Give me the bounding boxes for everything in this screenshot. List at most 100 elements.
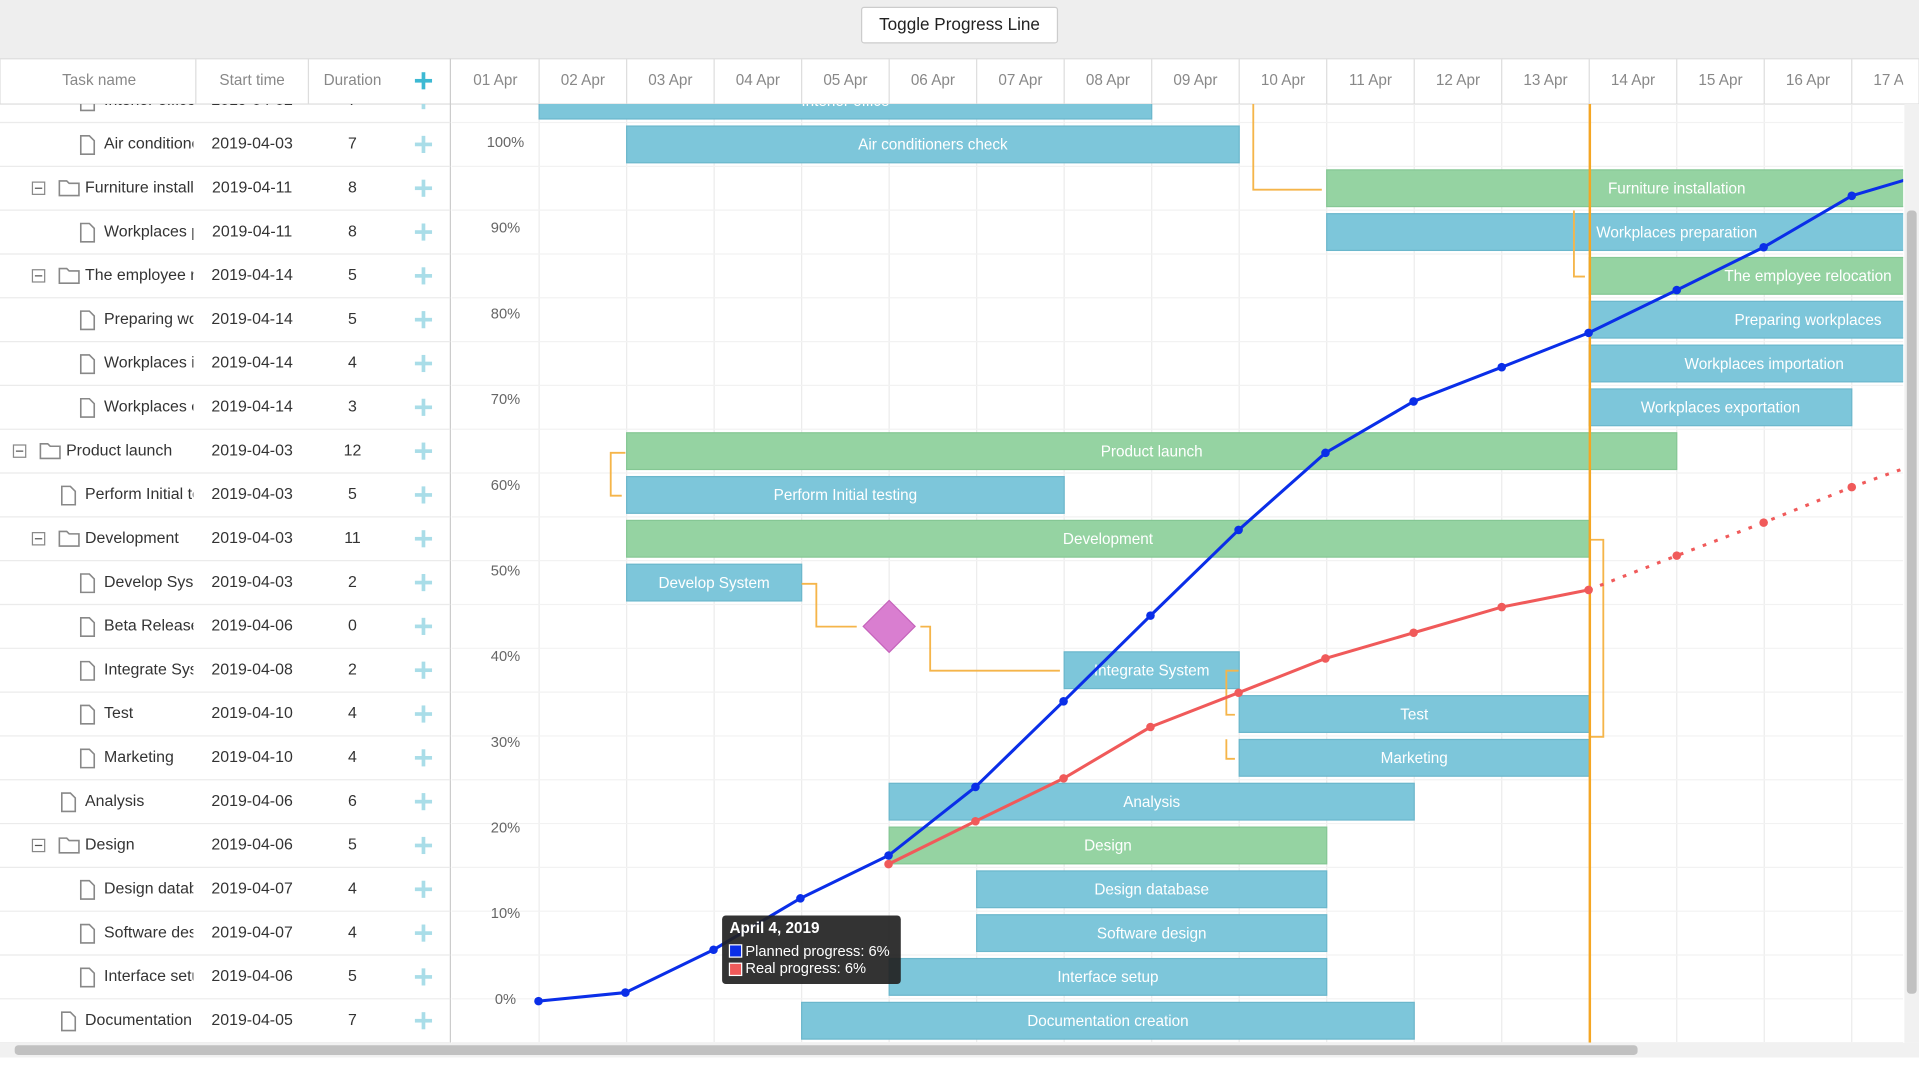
task-row[interactable]: Product launch 2019-04-03 12 [12,442,433,460]
task-bar[interactable] [1326,213,1919,252]
task-bar[interactable] [1588,256,1919,295]
add-icon[interactable] [421,135,426,153]
file-icon [79,967,96,988]
real-point [1584,585,1593,595]
add-icon[interactable] [421,92,426,110]
task-bar[interactable] [1238,695,1590,733]
task-bar[interactable] [626,125,1240,164]
add-icon[interactable] [421,442,426,460]
task-bar[interactable] [801,1001,1415,1040]
add-icon[interactable] [421,530,426,548]
task-duration: 8 [348,179,357,196]
add-icon[interactable] [414,72,433,90]
task-bar[interactable] [626,432,1678,471]
add-icon[interactable] [421,749,426,767]
link [1573,210,1585,278]
planned-point [884,851,893,860]
file-icon [79,104,96,112]
add-icon[interactable] [421,836,426,855]
task-row[interactable]: Analysis 2019-04-06 6 [61,792,433,813]
file-icon [61,1011,77,1032]
add-icon[interactable] [421,574,426,592]
task-bar[interactable] [626,563,803,602]
milestone[interactable] [862,599,916,654]
task-bar[interactable] [976,870,1328,909]
toggle-button[interactable] [861,6,1059,44]
task-bar[interactable] [888,826,1328,865]
add-icon[interactable] [421,968,426,986]
add-icon[interactable] [421,661,426,679]
task-row[interactable]: Beta Release 2019-04-06 0 [79,617,433,637]
task-bar[interactable] [626,519,1590,558]
task-name: Air conditioners check [104,136,260,153]
folder-icon [39,442,61,460]
add-icon[interactable] [421,398,426,416]
add-icon[interactable] [421,223,426,241]
task-name: Development [85,530,179,547]
task-bar[interactable] [976,914,1328,953]
bar-label: Preparing workplaces [1735,312,1882,329]
tooltip-line: Planned progress: 6% [745,944,889,960]
planned-point [534,996,543,1006]
task-name: Marketing [104,749,174,766]
add-icon[interactable] [421,880,426,898]
add-icon[interactable] [421,486,426,504]
add-icon[interactable] [421,793,426,811]
task-row[interactable]: Marketing 2019-04-10 4 [79,748,433,769]
task-name: Integrate System [104,661,224,678]
add-icon[interactable] [421,617,426,635]
task-row[interactable]: Interior office 2019-04-02 7 [79,92,432,112]
add-icon[interactable] [421,354,426,373]
progress-axis-label: 70% [491,392,520,408]
v-scroll-thumb[interactable] [1906,210,1917,994]
task-row[interactable]: Interface setup 2019-04-06 5 [79,967,433,988]
task-bar[interactable] [1588,344,1919,383]
task-row[interactable]: Test 2019-04-10 4 [79,704,433,725]
task-row[interactable]: Design 2019-04-06 5 [31,836,433,855]
bar-label: Interior office [801,93,889,110]
date-scale: 01 Apr 02 Apr 03 Apr 04 Apr 05 Apr 06 Apr 07 A… [473,58,1903,105]
real-point [1409,628,1418,638]
real-point [1234,688,1243,698]
progress-axis-label: 20% [491,820,520,836]
file-icon [79,354,96,375]
add-icon[interactable] [421,705,426,723]
add-icon[interactable] [421,267,426,285]
progress-axis-label: 10% [491,906,520,922]
button-label[interactable]: Toggle Progress Line [879,14,1040,34]
add-icon[interactable] [421,1012,426,1030]
task-bar[interactable] [1326,169,1919,208]
tooltip: April 4, 2019 Planned progress: 6%Real pr… [722,915,901,985]
planned-point [1321,448,1330,458]
planned-point [709,945,718,955]
bar-label: Design database [1094,882,1209,899]
date-label: 01 Apr [473,72,517,89]
h-scroll-thumb[interactable] [14,1045,1638,1056]
real-point [884,859,893,869]
real-point [1847,482,1857,492]
task-name: Develop System [104,574,220,591]
add-icon[interactable] [421,924,426,942]
task-row[interactable]: Development 2019-04-03 11 [31,530,433,548]
add-icon[interactable] [421,179,426,197]
add-icon[interactable] [421,311,426,329]
task-bar[interactable] [626,475,1065,514]
task-start: 2019-04-06 [211,837,293,854]
task-bar[interactable] [888,957,1328,996]
task-bar[interactable] [538,82,1153,120]
bar-label: Workplaces exportation [1641,400,1800,417]
